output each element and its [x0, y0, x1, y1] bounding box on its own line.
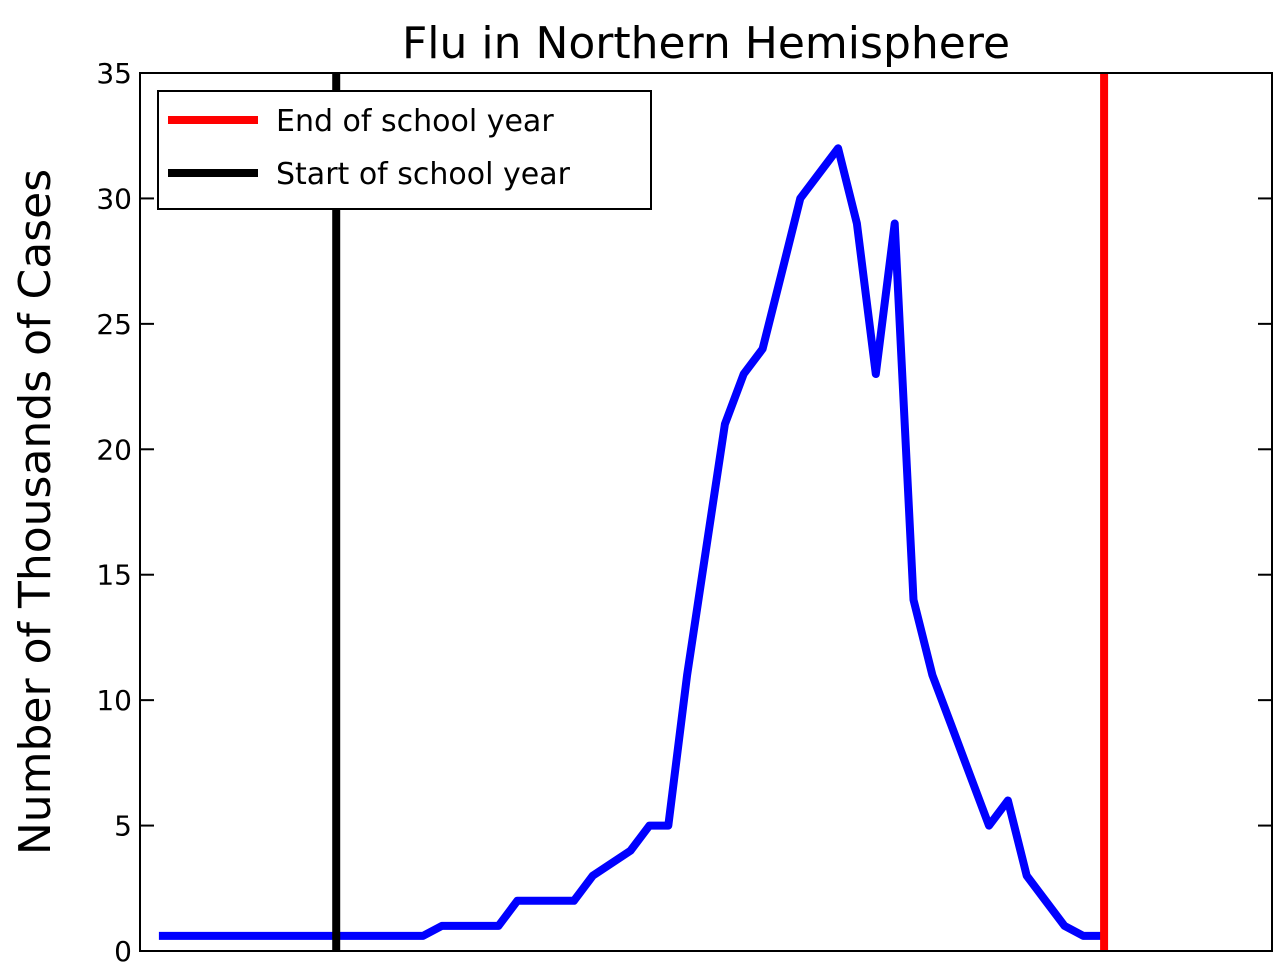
legend: End of school year Start of school year [157, 90, 652, 210]
plot-area: 0 5 10 15 20 25 30 35 [96, 57, 1272, 968]
y-tick-label-15: 15 [96, 559, 132, 592]
y-axis-label: Number of Thousands of Cases [10, 169, 61, 855]
y-tick-label-30: 30 [96, 182, 132, 215]
legend-box [157, 90, 652, 210]
y-tick-label-10: 10 [96, 684, 132, 717]
y-tick-label-20: 20 [96, 433, 132, 466]
series-line-0 [158, 144, 1103, 940]
legend-label-start-of-school-year: Start of school year [276, 157, 571, 192]
chart-title: Flu in Northern Hemisphere [402, 18, 1010, 69]
y-tick-label-35: 35 [96, 57, 132, 90]
legend-label-end-of-school-year: End of school year [276, 104, 554, 139]
y-tick-label-5: 5 [114, 810, 132, 843]
y-tick-label-25: 25 [96, 308, 132, 341]
y-tick-label-0: 0 [114, 935, 132, 968]
plot-frame [139, 72, 1273, 952]
